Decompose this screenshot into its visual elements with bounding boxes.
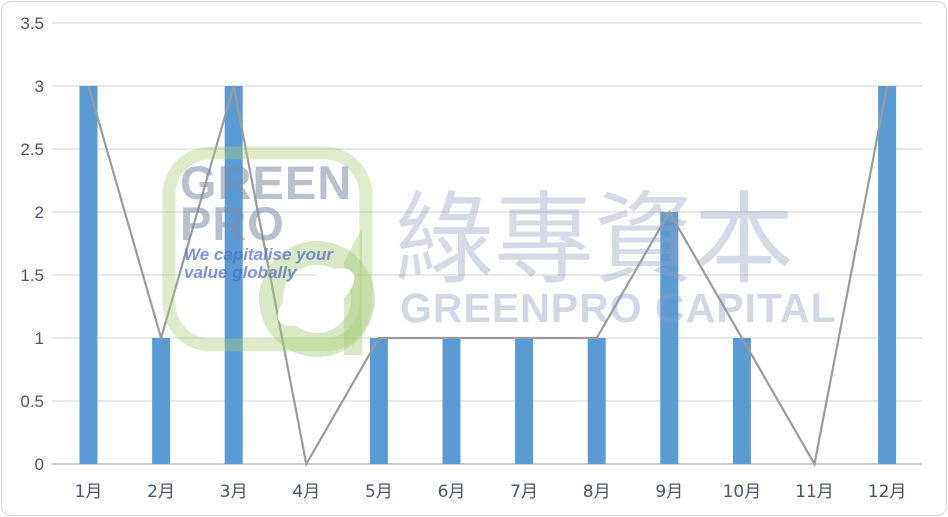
bar (369, 338, 388, 464)
y-tick-label: 3 (35, 77, 44, 96)
x-tick-label: 6月 (438, 482, 466, 502)
bar (224, 86, 243, 464)
x-tick-label: 9月 (655, 482, 683, 502)
bar (587, 338, 606, 464)
x-tick-label: 11月 (795, 482, 834, 502)
bar (442, 338, 461, 464)
y-tick-label: 1 (35, 329, 44, 348)
x-tick-label: 5月 (365, 482, 393, 502)
x-tick-label: 8月 (583, 482, 611, 502)
bar (79, 86, 98, 464)
bar (152, 338, 171, 464)
y-tick-label: 2.5 (20, 140, 44, 159)
line-series (87, 85, 889, 468)
bar (515, 338, 534, 464)
x-tick-label: 10月 (723, 482, 762, 502)
bar (660, 212, 679, 464)
y-tick-label: 3.5 (20, 14, 44, 33)
y-tick-label: 0 (35, 455, 44, 474)
x-tick-label: 3月 (220, 482, 248, 502)
x-tick-label: 2月 (147, 482, 175, 502)
bar (878, 86, 897, 464)
x-tick-label: 4月 (292, 482, 320, 502)
x-tick-label: 1月 (75, 482, 103, 502)
x-tick-label: 7月 (510, 482, 538, 502)
y-tick-label: 1.5 (20, 266, 44, 285)
y-tick-label: 2 (35, 203, 44, 222)
x-tick-label: 12月 (868, 482, 907, 502)
y-tick-label: 0.5 (20, 392, 44, 411)
bar (732, 338, 751, 464)
